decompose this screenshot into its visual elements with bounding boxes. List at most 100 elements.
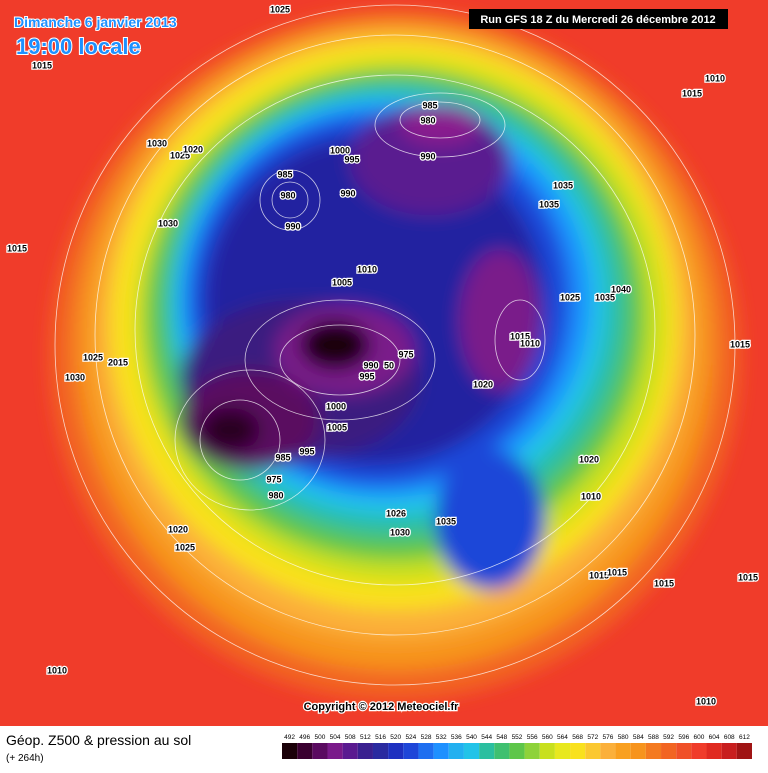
colorbar-label: 536 xyxy=(451,734,462,741)
colorbar-label: 612 xyxy=(739,734,750,741)
isobar-label: 1000 xyxy=(330,145,350,155)
colorbar: 492 496 500 504 508 512 516 520 524 528 532 536 540 5… xyxy=(282,734,752,759)
colorbar-label: 592 xyxy=(663,734,674,741)
colorbar-label: 564 xyxy=(557,734,568,741)
run-box xyxy=(469,9,728,29)
isobar-label: 1015 xyxy=(510,331,530,341)
isobar-label: 1030 xyxy=(65,372,85,382)
isobar-label: 1020 xyxy=(183,144,203,154)
isobar-labels: 1025 1015 1030 1025 1020 1015 1030 985 980 990 100… xyxy=(6,3,760,708)
colorbar-cell xyxy=(539,743,555,759)
colorbar-label: 544 xyxy=(481,734,492,741)
isobar-label: 1030 xyxy=(147,138,167,148)
colorbar-cell xyxy=(600,743,616,759)
isobar-label: 1000 xyxy=(326,401,346,411)
run-label: Run GFS 18 Z du Mercredi 26 décembre 201… xyxy=(480,14,715,26)
isobar-label: 2015 xyxy=(108,357,128,367)
isobar-label: 980 xyxy=(420,115,435,125)
isobar-label: 990 xyxy=(363,360,378,370)
colorbar-label: 512 xyxy=(360,734,371,741)
isobar-label: 985 xyxy=(277,169,292,179)
isobar-label: 1035 xyxy=(595,292,615,302)
isobar-label: 1010 xyxy=(705,73,725,83)
footer-title: Géop. Z500 & pression au sol xyxy=(6,732,191,748)
isobar-label: 1025 xyxy=(175,542,195,552)
colorbar-label: 520 xyxy=(390,734,401,741)
isobar-label: 1020 xyxy=(168,524,188,534)
isobar-label: 995 xyxy=(359,371,374,381)
colorbar-label: 568 xyxy=(572,734,583,741)
isobar-label: 1010 xyxy=(696,696,716,706)
isobar-label: 1015 xyxy=(589,570,609,580)
colorbar-cell xyxy=(372,743,389,759)
isobar-label: 1010 xyxy=(581,491,601,501)
colorbar-label: 508 xyxy=(345,734,356,741)
date: Dimanche 6 janvier 2013 xyxy=(14,14,177,30)
isobar-label: 995 xyxy=(299,446,314,456)
colorbar-cell xyxy=(312,743,328,759)
isobar-label: 1005 xyxy=(332,277,352,287)
colorbar-cell xyxy=(479,743,495,759)
isobar-label: 1035 xyxy=(553,180,573,190)
colorbar-cell xyxy=(524,743,540,759)
isobar-label: 995 xyxy=(344,154,359,164)
isobar-label: 1035 xyxy=(436,516,456,526)
colorbar-label: 496 xyxy=(299,734,310,741)
colorbar-cell xyxy=(585,743,601,759)
colorbar-cell xyxy=(554,743,571,759)
isobar-label: 1035 xyxy=(539,199,559,209)
colorbar-cell xyxy=(630,743,646,759)
colorbar-cell xyxy=(661,743,677,759)
isobar-label: 1025 xyxy=(83,352,103,362)
colorbar-cell xyxy=(448,743,464,759)
isobar-lines xyxy=(54,4,736,686)
colorbar-cell xyxy=(388,743,404,759)
footer-lead: (+ 264h) xyxy=(6,753,44,764)
isobar-label: 980 xyxy=(268,490,283,500)
isobar-label: 50 xyxy=(384,360,394,370)
isobar-label: 1005 xyxy=(327,422,347,432)
isobar-label: 1026 xyxy=(386,508,406,518)
colorbar-cell xyxy=(433,743,449,759)
isobar-label: 1020 xyxy=(579,454,599,464)
colorbar-label: 604 xyxy=(709,734,720,741)
colorbar-label: 504 xyxy=(330,734,341,741)
colorbar-cell xyxy=(418,743,434,759)
colorbar-cell xyxy=(509,743,525,759)
colorbar-label: 608 xyxy=(724,734,735,741)
colorbar-cell xyxy=(706,743,722,759)
isobar-label: 990 xyxy=(285,221,300,231)
colorbar-label: 584 xyxy=(633,734,644,741)
isobar-label: 1015 xyxy=(682,88,702,98)
colorbar-cell xyxy=(615,743,631,759)
isobar-label: 990 xyxy=(420,151,435,161)
colorbar-cell xyxy=(736,743,752,759)
colorbar-label: 552 xyxy=(512,734,523,741)
isobar-label: 1010 xyxy=(357,264,377,274)
isobar-label: 985 xyxy=(422,100,437,110)
isobar-label: 985 xyxy=(275,452,290,462)
isobar-label: 1040 xyxy=(611,284,631,294)
isobar-label: 1025 xyxy=(270,4,290,14)
isobar-label: 975 xyxy=(266,474,281,484)
colorbar-label: 576 xyxy=(603,734,614,741)
isobar-label: 1010 xyxy=(520,338,540,348)
isobar-label: 1030 xyxy=(158,218,178,228)
colorbar-label: 528 xyxy=(421,734,432,741)
isobar-label: 1015 xyxy=(32,60,52,70)
colorbar-label: 588 xyxy=(648,734,659,741)
colorbar-label: 580 xyxy=(618,734,629,741)
colorbar-cell xyxy=(676,743,692,759)
colorbar-cell xyxy=(357,743,373,759)
colorbar-label: 556 xyxy=(527,734,538,741)
isobar-label: 1010 xyxy=(47,665,67,675)
colorbar-cell xyxy=(342,743,358,759)
colorbar-label: 560 xyxy=(542,734,553,741)
colorbar-cell xyxy=(282,743,298,759)
colorbar-label: 532 xyxy=(436,734,447,741)
isobar-label: 1015 xyxy=(607,567,627,577)
colorbar-label: 540 xyxy=(466,734,477,741)
isobar-label: 975 xyxy=(398,349,413,359)
colorbar-cell xyxy=(297,743,313,759)
